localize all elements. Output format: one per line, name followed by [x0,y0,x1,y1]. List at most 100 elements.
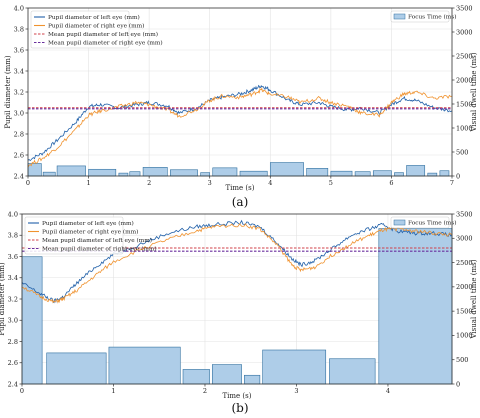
y2-tick-label: 1500 [456,307,473,315]
legend-label: Mean pupil diameter of right eye (mm) [48,40,163,47]
legend-label: Mean pupil diameter of left eye (mm) [42,237,152,244]
y2-tick-label: 3500 [456,4,473,12]
x-tick-label: 2 [147,179,151,187]
focus-time-bar [354,171,371,177]
legend-box-left [24,216,124,255]
chart-panel-b: 0 1 2 3 4 2.4 2.6 2.8 3.0 3.2 3.4 3.6 3.8 4.0 0 500 1000… [0,210,478,400]
y2-tick-label: 2500 [456,259,473,267]
y2-tick-label: 0 [456,380,460,388]
legend-box-left [30,10,130,49]
x-tick-label: 1 [87,179,91,187]
x-tick-label: 0 [26,179,30,187]
legend-box-right [390,10,450,23]
y2-tick-label: 2500 [456,52,473,60]
y2-tick-label: 1000 [456,124,473,132]
legend-box-right [390,216,450,229]
focus-time-bar [142,167,168,177]
focus-time-bar [329,358,376,385]
y2-tick-label: 1000 [456,332,473,340]
caption-b: (b) [231,401,248,415]
y2-tick-label: 2000 [456,76,473,84]
x-axis-label: Time (s) [223,392,252,400]
y-tick-label: 2.6 [8,359,18,367]
legend-label: Mean pupil diameter of left eye (mm) [48,31,158,38]
focus-time-bar [330,170,353,177]
legend-swatch-bar [393,13,406,20]
chart-panel-a: 0 1 2 3 4 5 6 7 2.4 2.6 2.8 3.0 3.2 3.4 3.6 3.8 4.0 0 500 1… [4,4,478,192]
x-tick-label: 3 [294,387,298,395]
focus-time-bar [378,228,453,385]
focus-time-bar [372,170,392,177]
caption-a: (a) [232,195,249,209]
y2-tick-label: 2000 [456,283,473,291]
y-tick-label: 3.6 [8,253,18,261]
focus-time-bar [439,170,450,177]
y2-tick-label: 0 [456,172,460,180]
left-eye-series [27,84,453,162]
focus-time-bar [406,165,426,177]
y-tick-label: 3.8 [8,232,18,240]
y-tick-label: 4.0 [8,210,18,218]
x-tick-label: 0 [20,387,24,395]
right-eye-series [21,223,453,304]
legend-label: Mean pupil diameter of right eye (mm) [42,246,157,253]
focus-time-bar [21,256,43,385]
legend-label: Pupil diameter of right eye (mm) [48,23,144,30]
focus-time-bar [42,171,56,177]
x-tick-label: 3 [208,179,212,187]
y2-tick-label: 500 [456,148,468,156]
focus-time-bar [211,364,242,385]
focus-time-bar [129,171,141,177]
x-tick-label: 4 [386,387,390,395]
y-tick-label: 3.2 [14,88,24,96]
y-tick-label: 2.8 [14,130,24,138]
focus-time-bar [262,349,327,385]
right-eye-series [27,87,453,168]
y-tick-label: 2.4 [8,380,18,388]
y-tick-label: 3.0 [8,317,18,325]
x-tick-label: 6 [389,179,393,187]
focus-time-bar [269,162,304,177]
focus-time-bar [56,165,86,177]
y-axis-label: Pupil diameter (mm) [4,55,12,129]
y-tick-label: 3.2 [8,295,18,303]
focus-time-bar [182,369,210,385]
x-tick-label: 7 [450,179,454,187]
focus-time-bar [200,172,211,177]
y-axis-label: Pupil diameter (mm) [0,262,6,336]
x-axis-label: Time (s) [226,184,255,192]
focus-time-bar [46,352,107,385]
y2-tick-label: 500 [456,356,468,364]
focus-time-bar [427,172,438,177]
focus-time-bar [118,172,129,177]
focus-time-bar [88,168,117,177]
y-tick-label: 3.4 [14,67,24,75]
legend-swatch-bar [393,219,406,226]
legend-label: Pupil diameter of left eye (mm) [42,220,134,227]
x-tick-label: 1 [111,387,115,395]
y-tick-label: 3.6 [14,46,24,54]
focus-time-bar [394,172,404,177]
focus-time-bar [212,167,238,177]
x-tick-label: 2 [203,387,207,395]
y2-tick-label: 1500 [456,100,473,108]
focus-time-bar [170,169,198,177]
focus-time-bar [239,170,268,177]
legend-label: Pupil diameter of right eye (mm) [42,229,138,236]
focus-time-bar [27,163,42,177]
y2-tick-label: 3000 [456,28,473,36]
focus-time-bar [306,168,329,177]
y2-tick-label: 3500 [456,210,473,218]
y-tick-label: 3.0 [14,109,24,117]
y-tick-label: 3.8 [14,25,24,33]
y-tick-label: 2.4 [14,172,24,180]
y-tick-label: 4.0 [14,4,24,12]
legend-label: Pupil diameter of left eye (mm) [48,14,140,21]
legend-label-bar: Focus Time (ms) [408,14,456,21]
x-tick-label: 5 [329,179,333,187]
legend-label-bar: Focus Time (ms) [408,220,456,227]
y-tick-label: 2.8 [8,338,18,346]
focus-time-bar [108,346,181,385]
y-tick-label: 2.6 [14,151,24,159]
